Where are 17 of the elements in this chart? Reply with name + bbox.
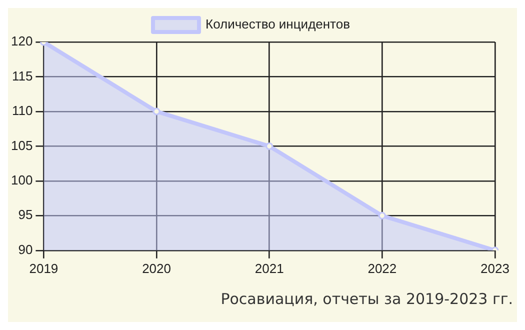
- x-tick-label: 2020: [142, 260, 171, 276]
- y-tick-label: 110: [12, 103, 33, 118]
- point: [378, 212, 386, 220]
- x-tick-label: 2021: [254, 260, 284, 276]
- point: [152, 108, 160, 116]
- y-tick-label: 100: [10, 172, 33, 188]
- y-tick-label: 115: [12, 68, 33, 84]
- x-tick-label: 2019: [29, 260, 58, 276]
- text: Росавиация, отчеты за 2019-2023 гг.: [220, 290, 514, 308]
- point: [266, 142, 274, 150]
- x-tick-label: 2023: [480, 260, 510, 276]
- y-tick-label: 120: [10, 34, 33, 49]
- x-tick-label: 2022: [368, 260, 397, 276]
- legend-label: Количество инцидентов: [205, 16, 350, 32]
- y-tick-label: 105: [10, 138, 33, 153]
- y-tick-label: 95: [18, 207, 33, 222]
- y-tick-label: 90: [18, 242, 33, 257]
